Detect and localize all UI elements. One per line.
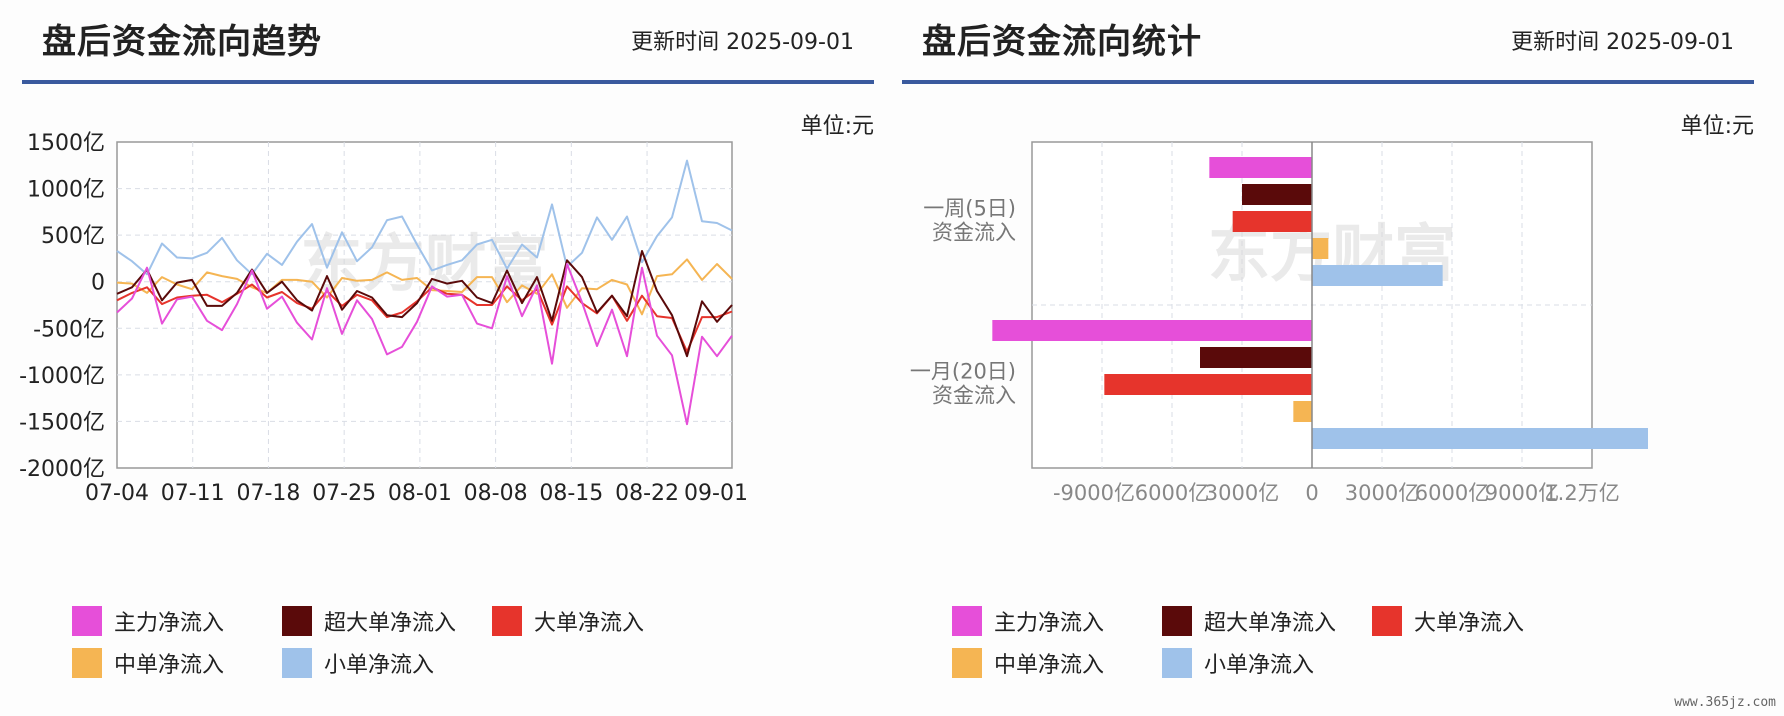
legend-item[interactable]: 超大单净流入 [1162, 605, 1336, 637]
legend-label: 大单净流入 [1414, 611, 1525, 636]
bar [1209, 157, 1312, 178]
legend-item[interactable]: 主力净流入 [952, 605, 1104, 637]
trend-unit-label: 单位:元 [800, 114, 874, 139]
category-label: 一周(5日) [923, 197, 1016, 221]
stats-unit-label: 单位:元 [1680, 114, 1754, 139]
bar [992, 320, 1312, 341]
y-tick-label: 1000亿 [27, 178, 105, 203]
legend-swatch [282, 648, 312, 678]
series-line [116, 283, 733, 353]
trend-legend: 主力净流入 超大单净流入 大单净流入中单净流入 小单净流入 [72, 605, 852, 705]
x-tick-label: 07-25 [312, 481, 376, 506]
legend-label: 超大单净流入 [1204, 611, 1337, 636]
legend-swatch [282, 606, 312, 636]
y-tick-label: -2000亿 [19, 457, 105, 482]
trend-panel: 盘后资金流向趋势 更新时间 2025-09-01 单位:元 1500亿 1000亿… [19, 0, 874, 716]
legend-label: 主力净流入 [114, 611, 225, 636]
legend-label: 大单净流入 [534, 611, 645, 636]
legend-swatch [1372, 606, 1402, 636]
stats-panel-title: 盘后资金流向统计 [922, 22, 1202, 62]
trend-panel-header: 盘后资金流向趋势 更新时间 2025-09-01 [22, 0, 874, 84]
stats-update-time: 更新时间 2025-09-01 [1511, 30, 1734, 55]
legend-label: 主力净流入 [994, 611, 1105, 636]
series-line [116, 263, 733, 426]
legend-item[interactable]: 主力净流入 [72, 605, 224, 637]
legend-item[interactable]: 超大单净流入 [282, 605, 456, 637]
y-tick-label: 500亿 [41, 224, 105, 249]
y-tick-label: -1000亿 [19, 364, 105, 389]
legend-swatch [72, 606, 102, 636]
x-tick-label: 1.2万亿 [1544, 481, 1619, 505]
x-tick-label: 3000亿 [1345, 481, 1419, 505]
category-label: 资金流入 [932, 221, 1016, 245]
bar [1242, 184, 1312, 205]
x-tick-label: 08-15 [539, 481, 603, 506]
x-tick-label: 6000亿 [1415, 481, 1489, 505]
legend-label: 超大单净流入 [324, 611, 457, 636]
site-watermark: www.365jz.com [1674, 695, 1776, 710]
legend-label: 小单净流入 [324, 653, 435, 678]
x-tick-label: 07-11 [161, 481, 225, 506]
y-tick-label: 0 [91, 271, 105, 296]
legend-swatch [952, 648, 982, 678]
bar [1312, 238, 1329, 259]
bar [1200, 347, 1312, 368]
x-tick-label: 08-01 [388, 481, 452, 506]
bar [1232, 211, 1312, 232]
trend-line-chart: 1500亿1000亿500亿0-500亿-1000亿-1500亿-2000亿07… [19, 131, 748, 506]
y-tick-label: -500亿 [33, 317, 105, 342]
x-tick-label: 09-01 [684, 481, 748, 506]
x-tick-label: 9000亿 [1485, 481, 1559, 505]
legend-label: 中单净流入 [994, 653, 1105, 678]
series-line [116, 250, 733, 358]
legend-swatch [72, 648, 102, 678]
series-line [116, 258, 733, 316]
x-tick-label: 08-22 [615, 481, 679, 506]
category-label: 一月(20日) [910, 360, 1016, 384]
legend-swatch [492, 606, 522, 636]
trend-panel-title: 盘后资金流向趋势 [42, 22, 322, 62]
legend-item[interactable]: 大单净流入 [492, 605, 644, 637]
bar [1312, 428, 1648, 449]
y-tick-label: -1500亿 [19, 410, 105, 435]
legend-label: 中单净流入 [114, 653, 225, 678]
legend-swatch [1162, 648, 1192, 678]
legend-swatch [1162, 606, 1192, 636]
x-tick-label: 6000亿 [1135, 481, 1209, 505]
legend-item[interactable]: 中单净流入 [72, 647, 224, 679]
legend-item[interactable]: 小单净流入 [1162, 647, 1314, 679]
x-tick-label: 08-08 [464, 481, 528, 506]
stats-panel: 盘后资金流向统计 更新时间 2025-09-01 单位:元 东方财富 一周(5日)… [902, 0, 1754, 716]
x-tick-label: 0 [1305, 481, 1318, 505]
x-tick-label: 07-04 [85, 481, 149, 506]
bar [1312, 265, 1443, 286]
bar [1104, 374, 1312, 395]
x-tick-label: 3000亿 [1205, 481, 1279, 505]
legend-item[interactable]: 大单净流入 [1372, 605, 1524, 637]
legend-item[interactable]: 小单净流入 [282, 647, 434, 679]
legend-swatch [952, 606, 982, 636]
legend-item[interactable]: 中单净流入 [952, 647, 1104, 679]
y-tick-label: 1500亿 [27, 131, 105, 156]
legend-label: 小单净流入 [1204, 653, 1315, 678]
trend-update-time: 更新时间 2025-09-01 [631, 30, 854, 55]
category-label: 资金流入 [932, 384, 1016, 408]
stats-legend: 主力净流入 超大单净流入 大单净流入中单净流入 小单净流入 [952, 605, 1732, 705]
bar [1293, 401, 1312, 422]
stats-panel-header: 盘后资金流向统计 更新时间 2025-09-01 [902, 0, 1754, 84]
x-tick-label: -9000亿 [1053, 481, 1135, 505]
x-tick-label: 07-18 [236, 481, 300, 506]
series-line [116, 159, 733, 276]
